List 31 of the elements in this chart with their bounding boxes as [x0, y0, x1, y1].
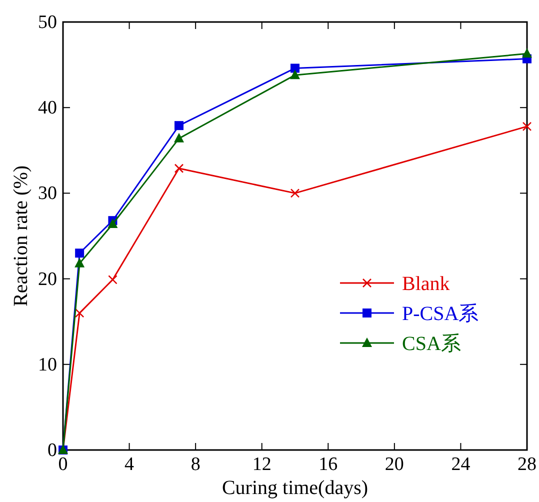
point	[74, 308, 84, 318]
legend-label: Blank	[402, 273, 450, 295]
y-tick-label: 30	[38, 183, 57, 204]
point	[174, 164, 184, 174]
x-axis-title: Curing time(days)	[222, 477, 368, 499]
x-tick-label: 16	[318, 454, 338, 475]
y-tick-label: 40	[38, 98, 57, 119]
x-tick-label: 24	[451, 454, 471, 475]
y-tick-label: 10	[38, 354, 57, 376]
y-axis-title: Reaction rate (%)	[10, 165, 32, 307]
x-tick-label: 20	[384, 454, 404, 475]
point	[290, 188, 300, 198]
point	[522, 48, 532, 58]
point	[290, 70, 300, 80]
x-tick-label: 28	[518, 454, 536, 475]
point	[108, 275, 118, 284]
point	[108, 218, 118, 228]
x-tick-label: 8	[190, 454, 200, 475]
y-tick-label: 0	[48, 440, 57, 461]
y-tick-label: 50	[38, 12, 57, 33]
legend-label: P-CSA系	[402, 303, 479, 325]
y-tick-label: 20	[38, 268, 57, 290]
point	[74, 258, 85, 268]
legend-label: CSA系	[402, 333, 461, 355]
x-tick-label: 4	[124, 454, 135, 475]
point	[174, 121, 184, 130]
x-tick-label: 12	[252, 454, 272, 475]
point	[290, 64, 300, 73]
point	[174, 132, 184, 142]
point	[75, 248, 84, 258]
point	[522, 122, 532, 132]
